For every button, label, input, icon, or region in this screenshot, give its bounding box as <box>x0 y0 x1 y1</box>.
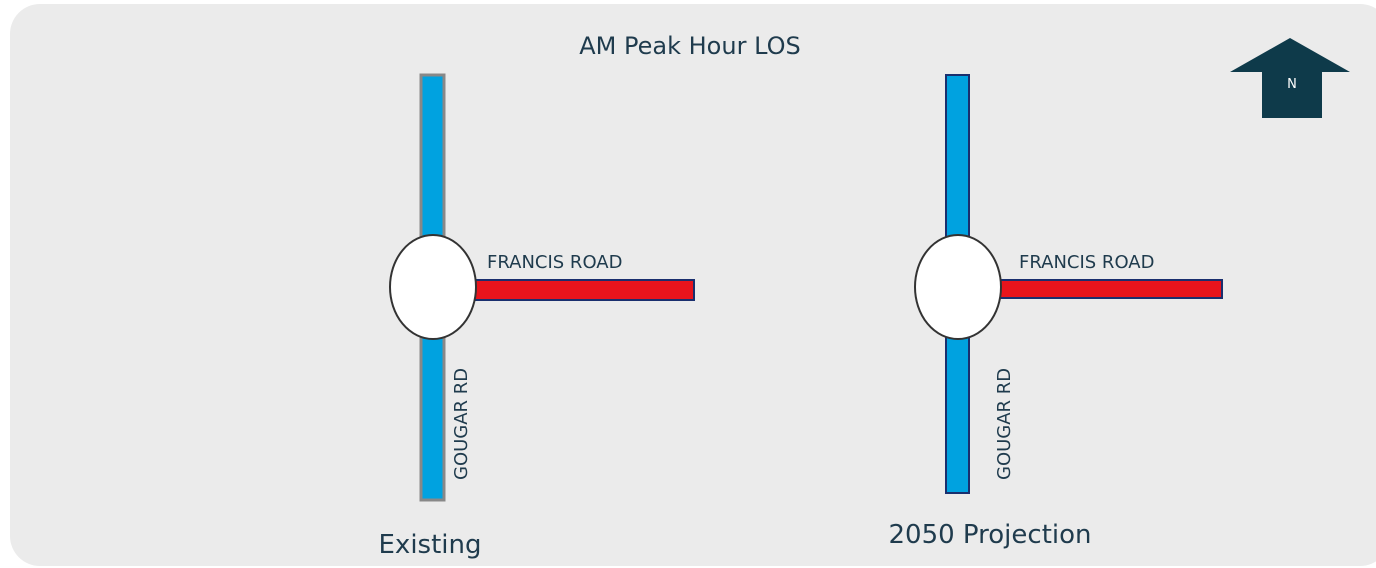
roundabout <box>914 234 1002 340</box>
caption: 2050 Projection <box>889 520 1092 550</box>
francis-road <box>997 279 1223 299</box>
north-arrow <box>1230 38 1350 118</box>
roundabout <box>389 234 477 340</box>
north-label: N <box>1287 77 1297 92</box>
east-road-label: FRANCIS ROAD <box>487 252 622 273</box>
projection-intersection: FRANCIS ROAD GOUGAR RD 2050 Projection <box>889 74 1223 550</box>
east-road-label: FRANCIS ROAD <box>1019 252 1154 273</box>
caption: Existing <box>379 530 482 560</box>
francis-road <box>469 279 695 301</box>
existing-intersection: FRANCIS ROAD GOUGAR RD Existing <box>379 73 695 560</box>
title: AM Peak Hour LOS <box>579 32 800 60</box>
ns-road-label: GOUGAR RD <box>451 368 472 480</box>
ns-road-label: GOUGAR RD <box>994 368 1015 480</box>
